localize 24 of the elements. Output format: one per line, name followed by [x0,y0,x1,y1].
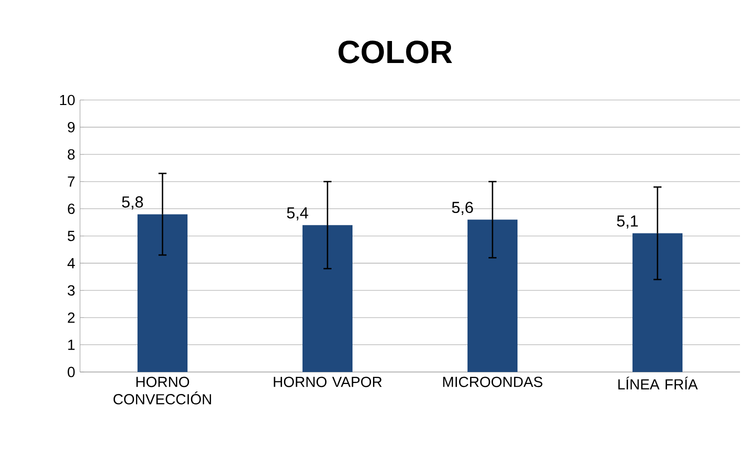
data-label: 5,4 [287,207,308,220]
y-tick-label: 3 [68,285,75,296]
bar [302,225,352,372]
y-tick-label: 6 [68,204,75,214]
x-tick-label: HORNO VAPOR [274,376,382,388]
y-tick-label: 8 [68,149,75,160]
y-tick-label: 10 [60,94,75,106]
chart-title: COLOR [338,40,452,64]
data-label: 5,8 [122,196,143,210]
bar [632,233,682,372]
y-tick-label: 0 [68,366,75,378]
data-label: 5,1 [617,216,638,229]
x-tick-label: LÍNEA FRÍA [618,376,698,390]
x-tick-label: MICROONDAS [443,376,542,388]
y-tick-label: 2 [68,312,75,323]
y-tick-label: 1 [68,340,75,350]
bar [468,220,518,372]
bar [138,214,188,372]
y-tick-label: 9 [68,122,75,132]
y-tick-label: 4 [67,258,75,268]
y-tick-label: 5 [68,230,75,242]
data-label: 5,6 [452,202,473,215]
x-tick-label: HORNO CONVECCIÓN [114,376,212,404]
y-tick-label: 7 [68,176,75,187]
